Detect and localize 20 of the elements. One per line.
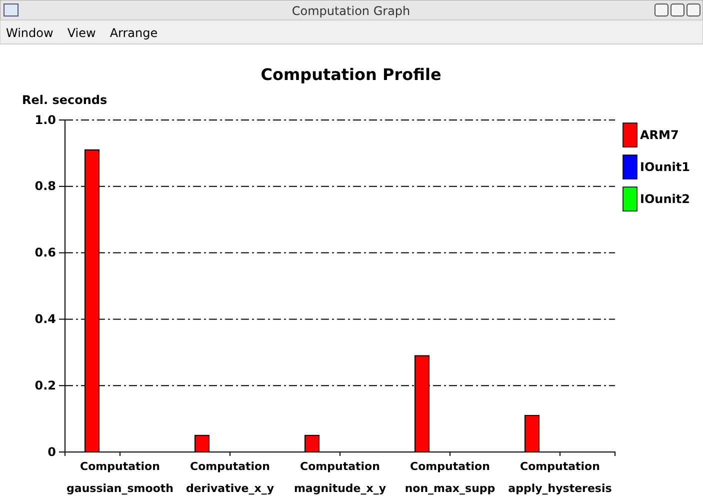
x-tick-label: Computation non_max_supp (404, 460, 496, 495)
y-axis-title: Rel. seconds (22, 93, 108, 107)
y-tick-label: 0 (48, 444, 56, 459)
text: Computation Graph (292, 4, 410, 18)
y-tick-label: 1.0 (34, 112, 56, 127)
y-tick-label: 0.2 (34, 378, 56, 392)
x-tick-label: Computation apply_hysteresis (508, 460, 612, 495)
y-tick-label: 0.8 (34, 179, 56, 194)
legend-label: IOunit1 (640, 160, 690, 174)
x-tick-label: Computation derivative_x_y (186, 460, 274, 495)
legend-label: IOunit2 (640, 192, 690, 206)
text: Window (6, 26, 54, 40)
text: Arrange (110, 26, 158, 40)
x-tick-label: Computation magnitude_x_y (294, 460, 386, 495)
legend-label: ARM7 (640, 128, 679, 142)
x-tick-label: Computation gaussian_smooth (66, 460, 174, 495)
text: View (67, 26, 96, 40)
chart-title: Computation Profile (260, 65, 442, 84)
y-tick-label: 0.6 (34, 246, 56, 260)
y-tick-label: 0.4 (34, 312, 56, 326)
